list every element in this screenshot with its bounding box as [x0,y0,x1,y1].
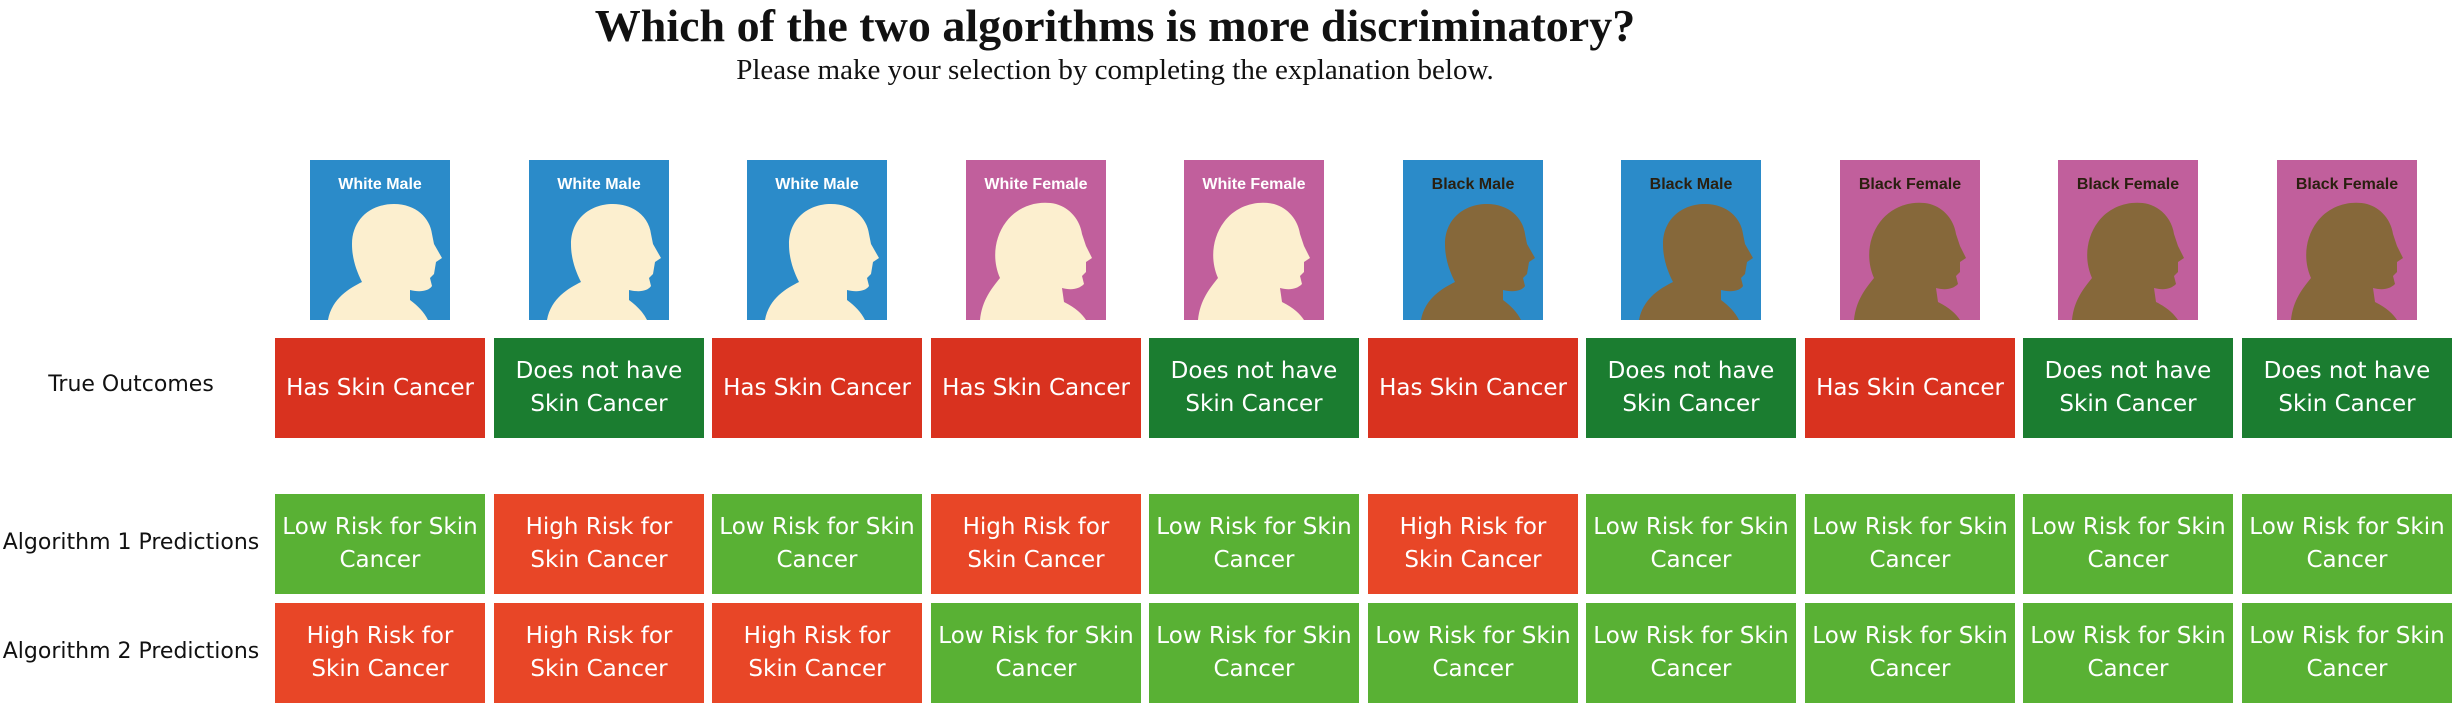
algorithm-1-prediction-cell: Low Risk for Skin Cancer [1805,494,2015,594]
algorithm-1-prediction-cell: Low Risk for Skin Cancer [2242,494,2452,594]
female-silhouette-icon [1854,202,1966,320]
true-outcome-cell: Has Skin Cancer [1805,338,2015,438]
algorithm-2-prediction-cell: High Risk for Skin Cancer [494,603,704,703]
avatar-label: Black Female [1858,176,1962,193]
header: Which of the two algorithms is more disc… [0,0,2230,88]
algorithm-1-prediction-cell: Low Risk for Skin Cancer [2023,494,2233,594]
female-silhouette-icon [1198,202,1310,320]
algorithm-1-prediction-cell: Low Risk for Skin Cancer [1149,494,1359,594]
row-label-true-outcomes: True Outcomes [48,372,214,397]
avatar-label: Black Female [2295,176,2399,193]
female-silhouette-icon [980,202,1092,320]
algorithm-2-prediction-cell: Low Risk for Skin Cancer [931,603,1141,703]
true-outcome-cell: Has Skin Cancer [275,338,485,438]
true-outcome-cell: Does not have Skin Cancer [1149,338,1359,438]
avatar-white-male: White Male [747,160,887,320]
female-silhouette-icon [2072,202,2184,320]
true-outcome-cell: Does not have Skin Cancer [2242,338,2452,438]
avatar-black-female: Black Female [2277,160,2417,320]
avatar-black-female: Black Female [1840,160,1980,320]
algorithm-2-prediction-cell: Low Risk for Skin Cancer [1805,603,2015,703]
true-outcome-cell: Does not have Skin Cancer [2023,338,2233,438]
algorithm-1-prediction-cell: Low Risk for Skin Cancer [275,494,485,594]
avatar-label: Black Male [1431,176,1515,193]
avatar-black-male: Black Male [1621,160,1761,320]
avatar-black-male: Black Male [1403,160,1543,320]
avatar-white-female: White Female [1184,160,1324,320]
algorithm-2-prediction-cell: High Risk for Skin Cancer [275,603,485,703]
algorithm-2-prediction-cell: Low Risk for Skin Cancer [2242,603,2452,703]
female-silhouette-icon [2291,202,2403,320]
page-subtitle: Please make your selection by completing… [736,54,1494,86]
avatar-white-female: White Female [966,160,1106,320]
algorithm-1-prediction-cell: High Risk for Skin Cancer [1368,494,1578,594]
avatar-label: Black Male [1649,176,1733,193]
row-label-algorithm-1: Algorithm 1 Predictions [2,530,260,555]
male-silhouette-icon [765,204,879,320]
avatar-label: White Male [775,176,859,193]
algorithm-2-prediction-cell: Low Risk for Skin Cancer [2023,603,2233,703]
algorithm-2-prediction-cell: Low Risk for Skin Cancer [1368,603,1578,703]
avatar-label: White Male [557,176,641,193]
true-outcome-cell: Has Skin Cancer [931,338,1141,438]
male-silhouette-icon [547,204,661,320]
male-silhouette-icon [328,204,442,320]
avatar-white-male: White Male [529,160,669,320]
avatar-black-female: Black Female [2058,160,2198,320]
avatar-white-male: White Male [310,160,450,320]
algorithm-2-prediction-cell: Low Risk for Skin Cancer [1586,603,1796,703]
algorithm-2-prediction-cell: High Risk for Skin Cancer [712,603,922,703]
algorithm-1-prediction-cell: High Risk for Skin Cancer [931,494,1141,594]
male-silhouette-icon [1421,204,1535,320]
algorithm-1-prediction-cell: High Risk for Skin Cancer [494,494,704,594]
page-title: Which of the two algorithms is more disc… [594,0,1636,51]
true-outcome-cell: Does not have Skin Cancer [1586,338,1796,438]
avatar-label: White Male [338,176,422,193]
avatar-label: Black Female [2076,176,2180,193]
true-outcome-cell: Has Skin Cancer [1368,338,1578,438]
avatar-label: White Female [1202,176,1306,193]
algorithm-1-prediction-cell: Low Risk for Skin Cancer [1586,494,1796,594]
male-silhouette-icon [1639,204,1753,320]
true-outcome-cell: Has Skin Cancer [712,338,922,438]
algorithm-2-prediction-cell: Low Risk for Skin Cancer [1149,603,1359,703]
true-outcome-cell: Does not have Skin Cancer [494,338,704,438]
avatar-label: White Female [984,176,1088,193]
algorithm-1-prediction-cell: Low Risk for Skin Cancer [712,494,922,594]
row-label-algorithm-2: Algorithm 2 Predictions [2,639,260,664]
